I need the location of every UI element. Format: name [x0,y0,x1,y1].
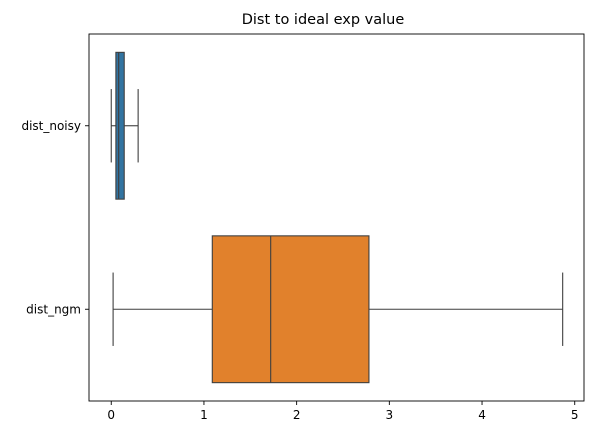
plot-frame [88,33,585,402]
box-dist_ngm [112,235,564,384]
x-tick-label: 4 [478,408,486,422]
x-tick-label: 0 [107,408,115,422]
chart-title: Dist to ideal exp value [242,12,405,28]
x-tick-label: 3 [386,408,394,422]
y-tick-label: dist_noisy [21,119,81,133]
box-dist_noisy [110,51,139,200]
x-tick-label: 5 [571,408,579,422]
x-tick-label: 1 [200,408,208,422]
axes: dist_noisy dist_ngm 0 1 2 3 4 5 [21,119,578,422]
x-tick-label: 2 [293,408,301,422]
iqr-box [115,51,125,200]
plot-area [110,51,564,384]
iqr-box [211,235,370,384]
y-tick-label: dist_ngm [26,302,81,316]
